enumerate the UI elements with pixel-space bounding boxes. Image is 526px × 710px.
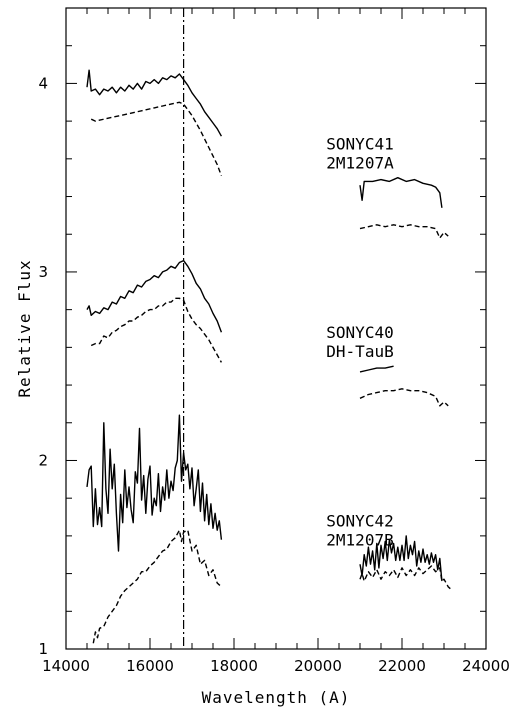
annotation-1-line-0: SONYC40 <box>326 323 393 342</box>
series-0-segment-1 <box>359 177 443 208</box>
series-3-segment-1 <box>359 388 449 407</box>
y-tick-label: 3 <box>38 263 48 281</box>
series-1-segment-1 <box>359 224 449 239</box>
axis-ticks <box>65 7 487 650</box>
annotation-0-line-1: 2M1207A <box>326 153 394 172</box>
series-0-segment-0 <box>86 69 223 137</box>
series-3-segment-0 <box>90 297 223 363</box>
x-tick-label: 20000 <box>294 657 342 675</box>
tick-labels: 14000 16000 18000 20000 22000 24000 1 2 3 4 <box>38 74 509 675</box>
series-1-segment-0 <box>90 101 223 177</box>
annotation-2-line-0: SONYC42 <box>326 511 393 530</box>
series-5-segment-1 <box>359 565 451 590</box>
x-tick-label: 16000 <box>126 657 174 675</box>
x-axis-title: Wavelength (A) <box>202 688 351 707</box>
x-tick-label: 18000 <box>210 657 258 675</box>
x-tick-label: 24000 <box>462 657 510 675</box>
series-2-segment-0 <box>86 259 223 333</box>
annotation-1-line-1: DH-TauB <box>326 342 393 361</box>
y-tick-label: 1 <box>38 640 48 658</box>
x-tick-label: 14000 <box>42 657 90 675</box>
annotation-2-line-1: 2M1207B <box>326 530 393 549</box>
series-2-segment-1 <box>359 365 394 373</box>
x-tick-label: 22000 <box>378 657 426 675</box>
y-tick-label: 2 <box>38 451 48 469</box>
series-4-segment-1 <box>359 535 443 582</box>
plot-area <box>86 8 451 649</box>
series-4-segment-0 <box>86 414 223 552</box>
y-tick-label: 4 <box>38 74 48 92</box>
y-axis-title: Relative Flux <box>15 259 34 397</box>
series-5-segment-0 <box>92 529 222 644</box>
plot-frame <box>65 7 487 650</box>
annotation-0-line-0: SONYC41 <box>326 134 393 153</box>
